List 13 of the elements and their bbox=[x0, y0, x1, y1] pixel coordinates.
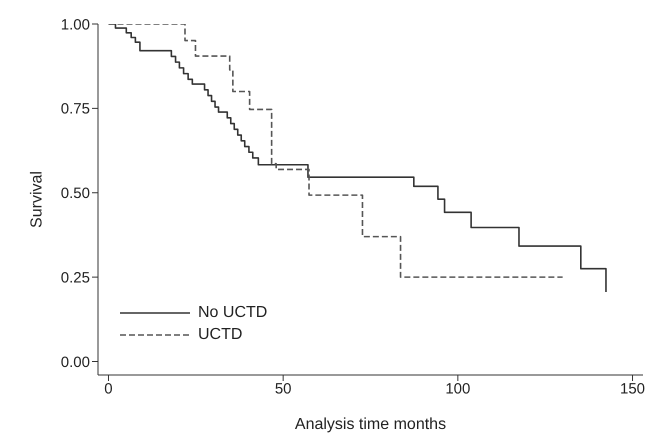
y-tick-label: 0.25 bbox=[60, 269, 90, 286]
y-tick-label: 1.00 bbox=[60, 16, 90, 34]
y-tick-label: 0.50 bbox=[60, 185, 90, 202]
x-tick-label: 150 bbox=[620, 380, 646, 398]
x-axis-title: Analysis time months bbox=[294, 416, 446, 433]
y-tick-label: 0.00 bbox=[60, 354, 90, 371]
y-axis-title: Survival bbox=[28, 171, 46, 228]
y-tick-label: 0.75 bbox=[60, 100, 90, 118]
x-tick-label: 100 bbox=[445, 380, 470, 398]
x-tick-label: 0 bbox=[104, 380, 113, 398]
x-tick-label: 50 bbox=[274, 380, 292, 398]
legend-label: No UCTD bbox=[198, 304, 268, 322]
legend-label: UCTD bbox=[198, 326, 242, 344]
